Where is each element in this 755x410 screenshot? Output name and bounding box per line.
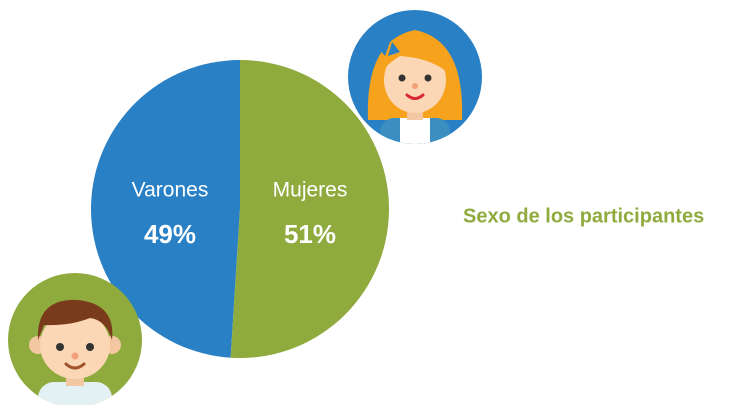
girl-avatar	[348, 10, 482, 144]
slice-name: Mujeres	[273, 179, 348, 202]
pie	[91, 60, 390, 358]
slice-labels: Varones 49% Mujeres 51%	[132, 179, 348, 249]
boy-avatar	[8, 273, 142, 407]
slice-name: Varones	[132, 179, 209, 202]
pie-slice	[230, 60, 390, 358]
pie-slice	[91, 60, 240, 358]
chart-title: Sexo de los participantes	[463, 205, 704, 227]
slice-value: 49%	[144, 219, 196, 249]
slice-value: 51%	[284, 219, 336, 249]
